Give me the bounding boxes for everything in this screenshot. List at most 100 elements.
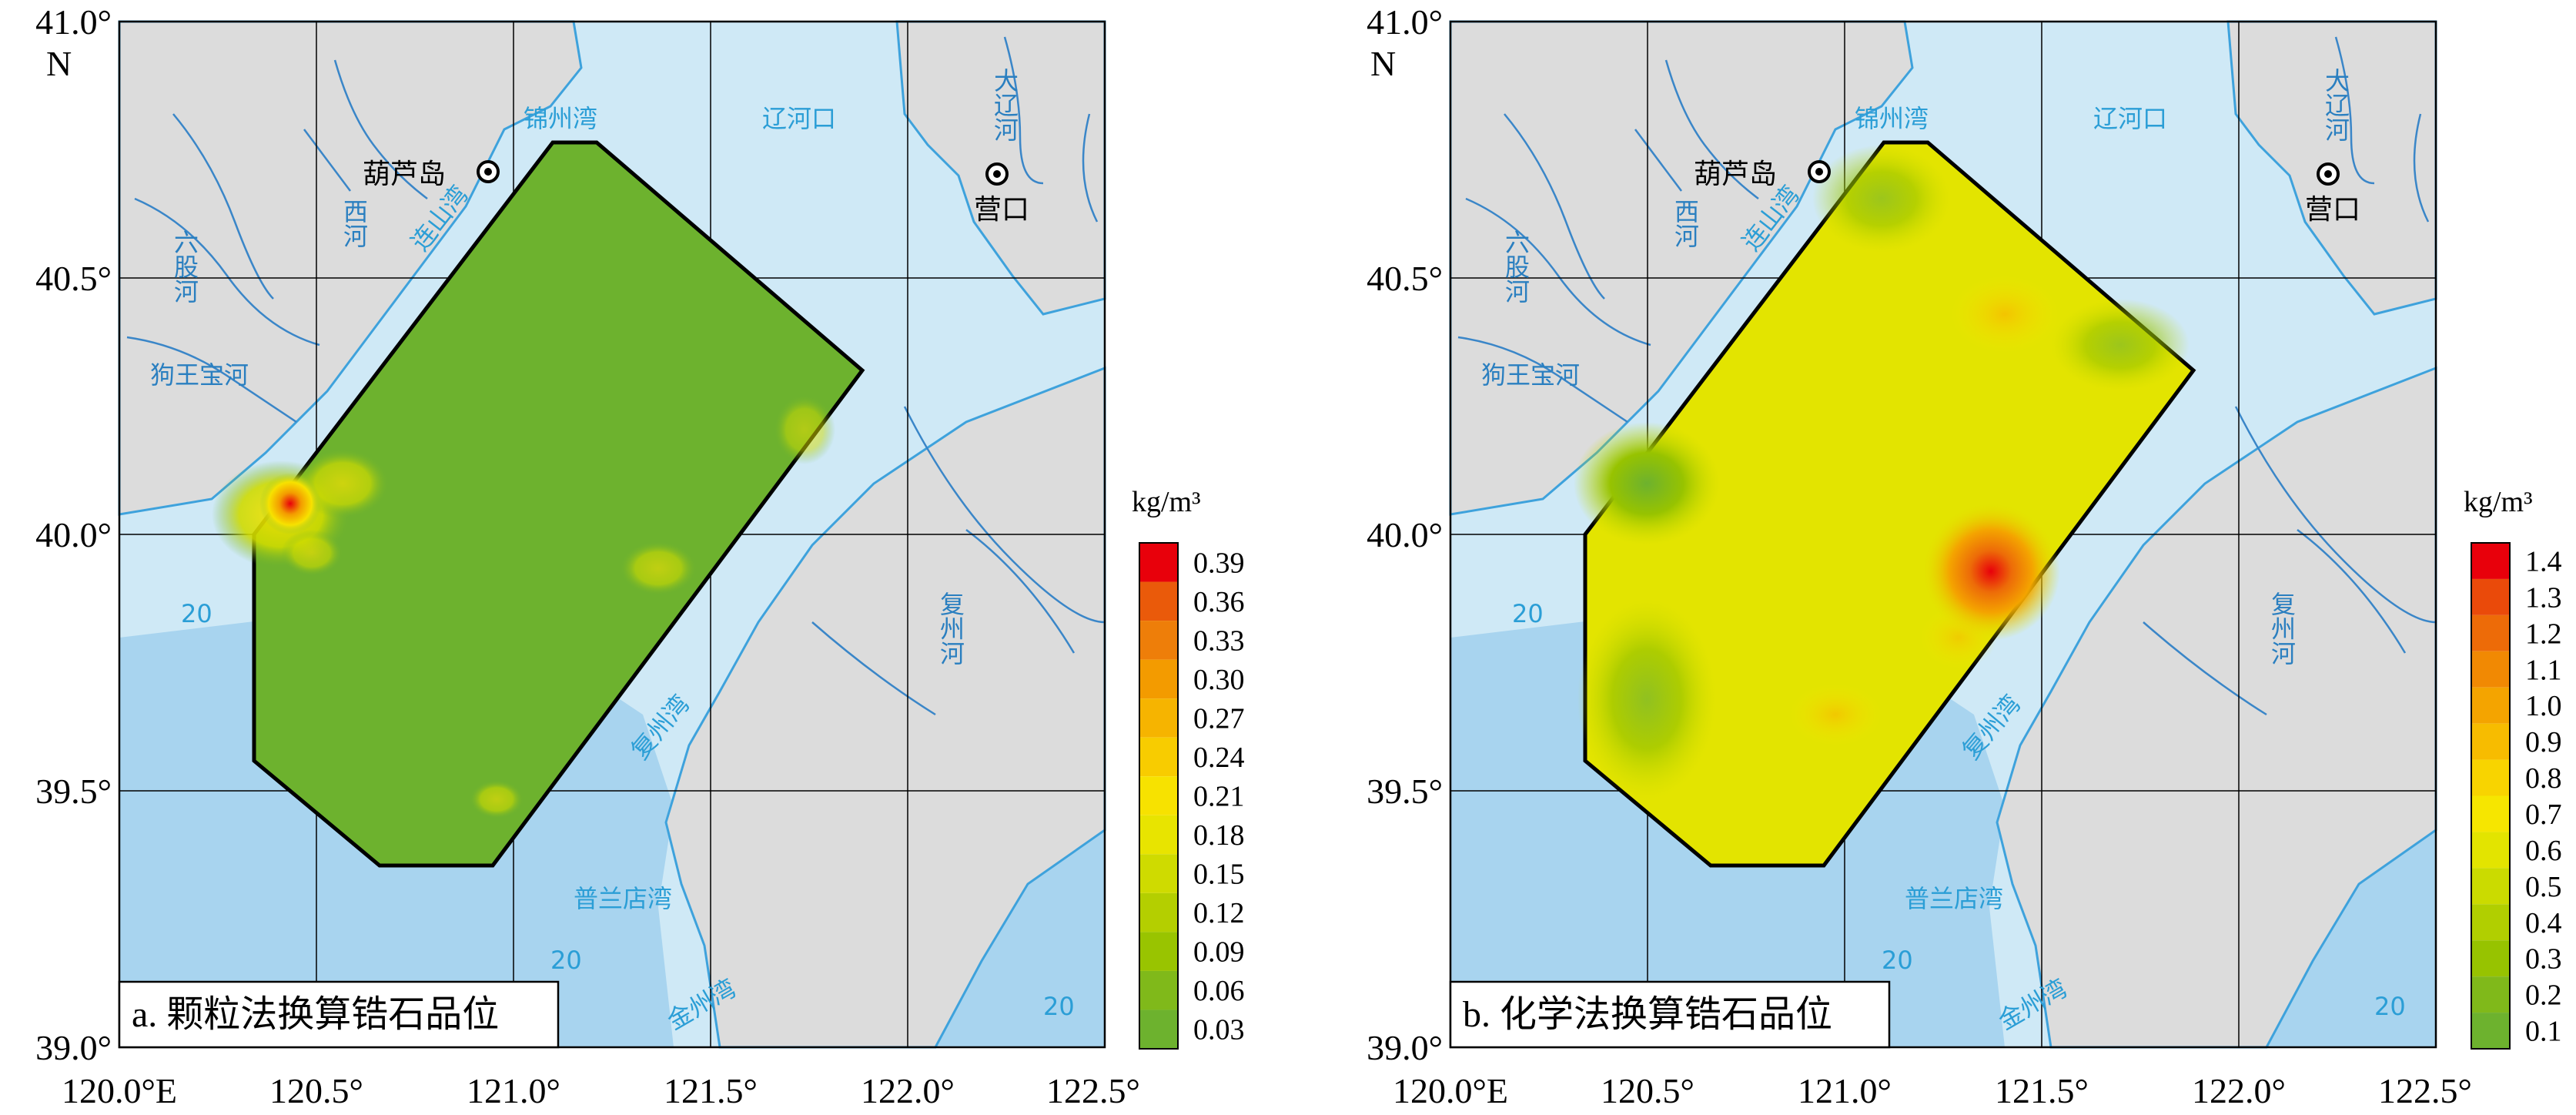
rivers (126, 36, 1106, 716)
legend-label: 0.30 (1193, 664, 1245, 696)
label-jinzhou-bay: 锦州湾 (1855, 104, 1929, 133)
legend-swatch (2471, 832, 2510, 869)
north-label: N (46, 44, 72, 83)
legend-swatch (2471, 904, 2510, 941)
lat-tick: 41.0° (35, 2, 112, 42)
lon-tick: 121.5° (1995, 1071, 2089, 1110)
legend-swatch (1139, 737, 1178, 777)
depth-contour-label: 20 (2374, 992, 2406, 1021)
legend-label: 0.09 (1193, 936, 1245, 969)
river-label-gouwangbao: 狗王宝河 (1481, 360, 1580, 390)
label-liaohekou: 辽河口 (2093, 104, 2167, 133)
legend-unit: kg/m³ (2464, 486, 2533, 518)
land-northwest (118, 20, 583, 516)
deep-sea-east (935, 830, 1105, 1047)
legend-frame (1139, 542, 1179, 1050)
legend-swatch (2471, 1013, 2510, 1049)
river-label-liugu: 六股河 (1501, 229, 1531, 303)
panel-b: 葫芦岛 营口 锦州湾 辽河口 连山湾 复州湾 普兰店湾 金州湾 20 20 20… (1449, 20, 2437, 1049)
lon-tick: 122.5° (1046, 1071, 1140, 1110)
depth-contour-label: 20 (181, 599, 212, 628)
legend-swatch (1139, 776, 1178, 815)
legend-label: 0.18 (1193, 819, 1245, 852)
legend-label: 0.15 (1193, 859, 1245, 891)
lat-tick: 40.0° (1367, 515, 1443, 554)
legend-swatch (1139, 892, 1178, 933)
label-pulandian-bay: 普兰店湾 (1905, 884, 2003, 913)
legend-label: 0.6 (2525, 835, 2562, 867)
lat-tick: 40.5° (1367, 259, 1443, 298)
legend-b: kg/m³ 1.41.3 1.2 1.1 1.0 0.9 0.8 0.7 0.6 0.5 0.4 0… (2464, 486, 2562, 1050)
label-jinzhou-bay: 锦州湾 (524, 104, 597, 133)
rivers (1457, 36, 2437, 716)
river-label-fuzhou: 复州河 (2267, 591, 2297, 665)
legend-swatch (2471, 687, 2510, 724)
place-yingkou: 营口 (974, 194, 1029, 226)
map-frame (1449, 20, 2437, 1049)
river-label-fuzhou: 复州河 (936, 591, 965, 665)
legend-unit: kg/m³ (1132, 486, 1201, 518)
city-markers (1808, 160, 2340, 186)
legend-label: 0.2 (2525, 979, 2562, 1012)
legend-label: 0.12 (1193, 897, 1245, 929)
legend-swatch (1139, 854, 1178, 893)
survey-area (1574, 140, 2196, 868)
axes-b: 41.0° N 40.5° 40.0° 39.5° 39.0° 120.0°E … (1367, 2, 2472, 1110)
legend-label: 1.3 (2525, 581, 2562, 614)
lat-tick: 39.5° (35, 772, 112, 811)
legend-swatch (1139, 1010, 1178, 1049)
label-pulandian-bay: 普兰店湾 (574, 884, 672, 913)
lon-tick: 120.0°E (1393, 1071, 1508, 1110)
lat-tick: 40.5° (35, 259, 112, 298)
panel-title-box (1449, 980, 1891, 1049)
land-liaodong (664, 366, 1106, 1049)
river-label-liugu: 六股河 (170, 229, 199, 303)
panel-title: a. 颗粒法换算锆石品位 (132, 994, 499, 1035)
axes-a: 41.0° N 40.5° 40.0° 39.5° 39.0° 120.0°E … (35, 2, 1140, 1110)
north-label: N (1370, 44, 1396, 83)
legend-swatch (2471, 651, 2510, 688)
hotspot-b (1922, 502, 2060, 641)
legend-swatch (2471, 759, 2510, 796)
legend-swatch (2471, 614, 2510, 651)
deep-sea-east (2267, 830, 2436, 1047)
legend-swatch (2471, 723, 2510, 760)
legend-swatch (1139, 621, 1178, 660)
lat-tick: 39.0° (35, 1028, 112, 1067)
legend-label: 0.21 (1193, 781, 1245, 813)
lon-tick: 120.0°E (62, 1071, 177, 1110)
lat-tick: 39.5° (1367, 772, 1443, 811)
legend-label: 0.39 (1193, 547, 1245, 579)
legend-label: 0.27 (1193, 702, 1245, 735)
river-label-daliao: 大辽河 (990, 68, 1019, 142)
survey-area (212, 140, 865, 868)
lon-tick: 122.0° (861, 1071, 955, 1110)
legend-label: 1.1 (2525, 654, 2562, 686)
depth-contour-label: 20 (1512, 599, 1544, 628)
legend-label: 0.4 (2525, 907, 2562, 939)
legend-label: 0.7 (2525, 799, 2562, 831)
city-markers (477, 160, 1009, 186)
depth-contour-label: 20 (1882, 946, 1913, 975)
legend-a: kg/m³ 0.39 0.36 0.33 0.30 0.27 0.24 0.21 0.18 0.… (1132, 486, 1245, 1050)
panel-title: b. 化学法换算锆石品位 (1463, 994, 1832, 1035)
legend-label: 0.03 (1193, 1014, 1245, 1046)
panel-a: 葫芦岛 营口 锦州湾 辽河口 连山湾 复州湾 普兰店湾 金州湾 20 20 20… (118, 20, 1106, 1049)
legend-label: 1.2 (2525, 618, 2562, 650)
legend-swatch (1139, 543, 1178, 582)
river-label-xihe: 西河 (340, 199, 369, 248)
legend-swatch (1139, 581, 1178, 621)
lat-tick: 39.0° (1367, 1028, 1443, 1067)
legend-label: 0.9 (2525, 726, 2562, 758)
legend-swatch (1139, 815, 1178, 855)
place-yingkou: 营口 (2305, 194, 2360, 226)
lat-tick: 40.0° (35, 515, 112, 554)
legend-label: 0.1 (2525, 1016, 2562, 1048)
legend-swatch (1139, 932, 1178, 971)
depth-contour-label: 20 (1043, 992, 1075, 1021)
land-northwest (1449, 20, 1914, 516)
legend-swatch (2471, 795, 2510, 832)
legend-frame (2471, 542, 2511, 1050)
land-liaodong (1996, 366, 2437, 1049)
label-liaohekou: 辽河口 (762, 104, 836, 133)
